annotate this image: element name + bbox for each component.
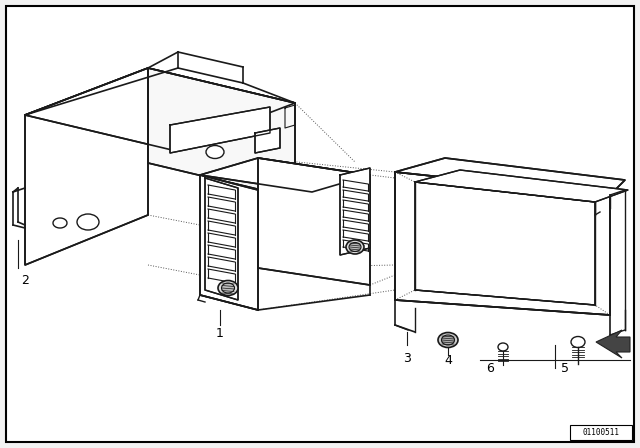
Polygon shape (258, 158, 370, 285)
Text: 6: 6 (486, 362, 494, 375)
Polygon shape (205, 178, 238, 300)
Polygon shape (200, 175, 258, 310)
Polygon shape (395, 158, 625, 195)
Ellipse shape (346, 240, 364, 254)
Ellipse shape (349, 242, 361, 251)
Polygon shape (170, 107, 270, 153)
Polygon shape (200, 158, 370, 192)
Ellipse shape (77, 214, 99, 230)
Polygon shape (596, 330, 630, 358)
Polygon shape (255, 128, 280, 153)
Ellipse shape (218, 280, 238, 296)
Text: 2: 2 (21, 273, 29, 287)
Text: 01100511: 01100511 (582, 427, 620, 436)
Polygon shape (25, 68, 295, 150)
Ellipse shape (442, 335, 454, 345)
Polygon shape (25, 68, 148, 265)
Text: 3: 3 (403, 352, 411, 365)
Polygon shape (395, 172, 610, 315)
Polygon shape (148, 68, 295, 198)
Ellipse shape (438, 332, 458, 348)
Polygon shape (415, 170, 628, 202)
Ellipse shape (221, 283, 234, 293)
Ellipse shape (206, 146, 224, 159)
Polygon shape (340, 168, 370, 255)
Polygon shape (415, 182, 595, 305)
Text: 5: 5 (561, 362, 569, 375)
Text: 1: 1 (216, 327, 224, 340)
Text: 4: 4 (444, 353, 452, 366)
Ellipse shape (498, 343, 508, 351)
Ellipse shape (571, 336, 585, 348)
Bar (570, 425, 632, 440)
